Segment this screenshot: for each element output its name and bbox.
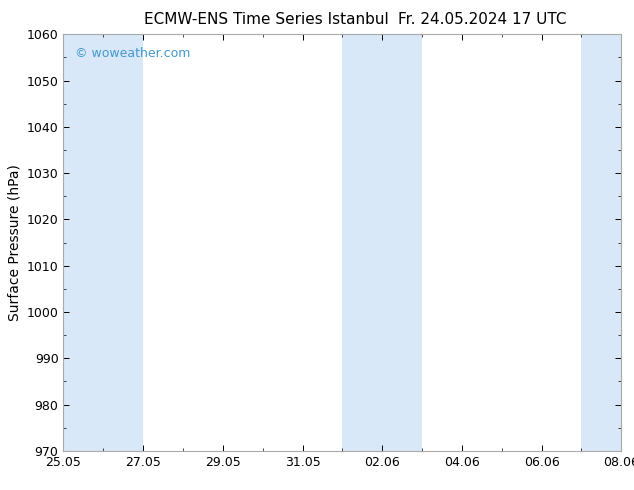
Bar	[342, 34, 422, 451]
Text: ECMW-ENS Time Series Istanbul: ECMW-ENS Time Series Istanbul	[144, 12, 389, 27]
Text: Fr. 24.05.2024 17 UTC: Fr. 24.05.2024 17 UTC	[398, 12, 566, 27]
Bar	[63, 34, 143, 451]
Text: © woweather.com: © woweather.com	[75, 47, 190, 60]
Bar	[581, 34, 621, 451]
Y-axis label: Surface Pressure (hPa): Surface Pressure (hPa)	[7, 164, 21, 321]
